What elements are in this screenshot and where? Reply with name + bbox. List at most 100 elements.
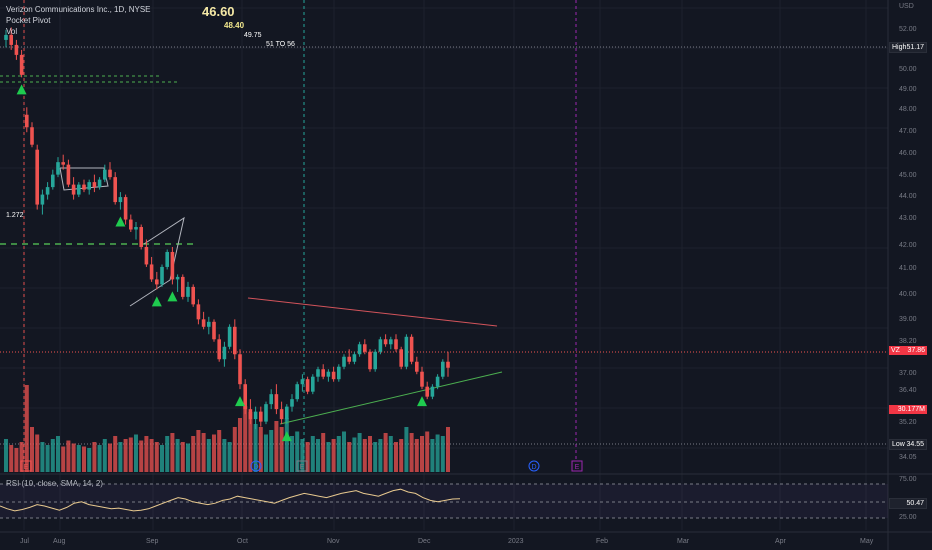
candle-body	[92, 182, 97, 188]
candle-body	[51, 174, 55, 188]
rsi-tick: 25.00	[899, 514, 917, 521]
earnings-event-icon[interactable]: E	[20, 460, 32, 472]
volume-bar	[394, 442, 398, 472]
candle-body	[40, 194, 45, 205]
volume-bar	[373, 442, 378, 472]
volume-bar	[336, 436, 341, 472]
price-tick: 37.00	[899, 370, 917, 377]
candle-body	[82, 184, 86, 190]
volume-bar	[30, 427, 34, 472]
candle-body	[9, 34, 13, 45]
volume-bar	[128, 437, 133, 472]
volume-bar	[388, 436, 393, 472]
candle-body	[446, 361, 450, 368]
currency-label: USD	[899, 3, 914, 10]
price-tick: 36.40	[899, 387, 917, 394]
candle-body	[378, 339, 383, 352]
earnings-event-icon[interactable]: E	[296, 460, 308, 472]
price-tick: 49.00	[899, 86, 917, 93]
candle-body	[248, 409, 253, 420]
pocket-pivot-signals	[16, 84, 427, 442]
dividend-event-icon[interactable]: D	[528, 460, 540, 472]
price-tick: 40.00	[899, 291, 917, 298]
candle-body	[25, 114, 29, 128]
symbol-title[interactable]: Verizon Communications Inc., 1D, NYSE	[6, 5, 151, 14]
volume-bar	[61, 446, 66, 472]
volume-bar	[149, 439, 154, 472]
candle-body	[420, 371, 424, 387]
volume-bar	[342, 431, 346, 472]
candle-body	[347, 356, 351, 362]
candle-body	[149, 264, 154, 280]
volume-bar	[45, 445, 50, 472]
volume-bar	[279, 427, 284, 472]
volume-bar	[191, 436, 196, 472]
low-tag-label: Low	[892, 441, 905, 448]
target-price-range: 51 TO 56	[266, 41, 295, 48]
symbol-tag: VZ	[891, 347, 900, 354]
pocket-pivot-signal	[151, 296, 162, 307]
candle-body	[4, 34, 8, 40]
event-icon-frame	[571, 460, 583, 472]
last-price-value: 37.86	[907, 347, 925, 354]
candle-body	[243, 384, 247, 410]
event-icon-frame	[296, 460, 308, 472]
target-price-1: 48.40	[224, 21, 245, 30]
rsi-legend[interactable]: RSI (10, close, SMA, 14, 2)	[6, 479, 103, 488]
candle-body	[222, 346, 227, 360]
candle-body	[160, 266, 164, 285]
candle-body	[212, 321, 216, 340]
candle-body	[337, 366, 341, 380]
candle-body	[113, 177, 117, 203]
candle-body	[77, 184, 81, 195]
event-icon-letter: E	[24, 464, 29, 471]
event-icon-letter: D	[253, 464, 258, 471]
pocket-pivot-signal	[417, 396, 427, 407]
dividend-event-icon[interactable]: D	[250, 460, 262, 472]
event-icon-frame	[250, 460, 262, 472]
candle-body	[409, 336, 414, 362]
volume-bar	[253, 424, 258, 472]
candle-body	[227, 326, 232, 347]
volume-bar	[264, 434, 268, 472]
volume-bar	[414, 439, 419, 472]
rsi-value-tag: 50.47	[889, 498, 927, 509]
volume-bar	[357, 433, 362, 472]
volume-name[interactable]: Vol	[6, 27, 18, 36]
volume-bar	[102, 439, 107, 472]
volume-bar	[446, 427, 450, 472]
low-tag-value: 34.55	[906, 441, 924, 448]
volume-tag-value: 30.177M	[897, 406, 925, 413]
volume-bar	[300, 439, 305, 472]
volume-bar	[362, 439, 367, 472]
volume-bar	[274, 421, 279, 472]
earnings-event-icon[interactable]: E	[571, 460, 583, 472]
flag-pattern	[59, 167, 109, 191]
volume-bar	[409, 433, 414, 472]
price-tick: 35.20	[899, 419, 917, 426]
time-tick: May	[860, 538, 874, 545]
volume-bar	[399, 439, 404, 472]
volume-bar	[50, 439, 55, 472]
candle-body	[290, 399, 294, 407]
low-tag: Low 34.55	[889, 439, 927, 450]
candle-body	[430, 386, 435, 397]
candle-body	[56, 162, 60, 175]
high-tag: High 51.17	[889, 42, 927, 53]
chart-legend: Verizon Communications Inc., 1D, NYSE Po…	[6, 4, 151, 37]
volume-bar	[144, 436, 149, 472]
volume-tag: 30.177M	[889, 405, 927, 414]
volume-bar	[196, 430, 201, 472]
candle-body	[415, 361, 419, 372]
volume-bar	[154, 442, 159, 472]
candle-body	[201, 319, 206, 327]
candle-body	[118, 197, 123, 203]
volume-bars	[4, 385, 450, 472]
resistance-trendline	[247, 297, 498, 327]
volume-bar	[118, 442, 123, 472]
candle-body	[129, 219, 133, 230]
volume-bar	[4, 439, 8, 472]
volume-bar	[24, 385, 29, 472]
indicator-name[interactable]: Pocket Pivot	[6, 16, 51, 25]
